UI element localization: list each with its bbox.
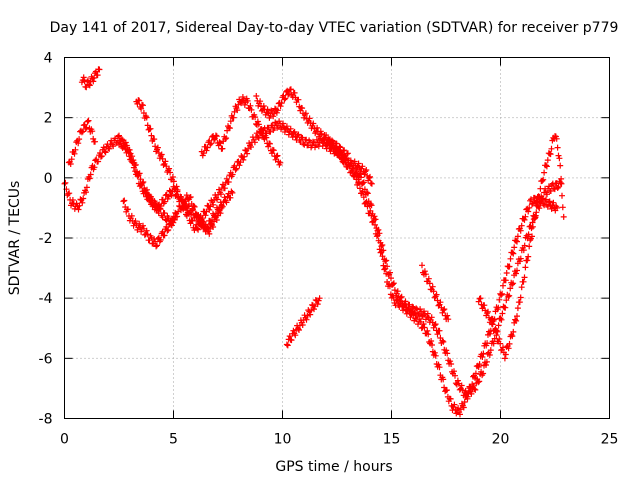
data-points [61, 66, 567, 418]
point-markers [78, 66, 103, 91]
x-tick-label: 15 [383, 432, 401, 448]
point-markers [283, 295, 323, 349]
chart-title: Day 141 of 2017, Sidereal Day-to-day VTE… [50, 20, 619, 36]
series-sat-track-9 [283, 295, 323, 349]
x-tick-label: 10 [274, 432, 292, 448]
series-sat-track-12 [475, 133, 567, 362]
series-sat-track-3 [78, 66, 103, 91]
y-tick-label: 4 [44, 51, 53, 67]
y-tick-label: -8 [39, 412, 53, 428]
x-tick-label: 0 [60, 432, 69, 448]
series-sat-track-5 [133, 97, 225, 237]
x-tick-label: 25 [601, 432, 619, 448]
y-axis-label: SDTVAR / TECUs [7, 181, 23, 296]
y-tick-labels: -8 -6 -4 -2 0 2 4 [39, 51, 53, 428]
y-tick-label: -6 [39, 351, 53, 367]
point-markers [475, 133, 567, 362]
y-tick-label: 2 [44, 111, 53, 127]
point-markers [198, 94, 284, 168]
series-sat-track-4 [116, 118, 375, 224]
gridlines [64, 57, 610, 419]
point-markers [419, 262, 452, 323]
y-tick-label: 0 [44, 171, 53, 187]
x-tick-label: 20 [492, 432, 510, 448]
point-markers [116, 118, 375, 224]
x-tick-label: 5 [169, 432, 178, 448]
y-tick-label: -4 [39, 291, 53, 307]
series-sat-track-7 [198, 94, 284, 168]
point-markers [120, 197, 179, 250]
x-tick-labels: 0 5 10 15 20 25 [60, 432, 618, 448]
series-sat-track-6 [120, 197, 179, 250]
series-sat-track-2 [65, 117, 98, 167]
point-markers [65, 117, 98, 167]
series-sat-track-11 [419, 262, 452, 323]
y-tick-label: -2 [39, 231, 53, 247]
point-markers [133, 97, 225, 237]
x-axis-label: GPS time / hours [275, 459, 392, 475]
axis-ticks [64, 57, 610, 419]
